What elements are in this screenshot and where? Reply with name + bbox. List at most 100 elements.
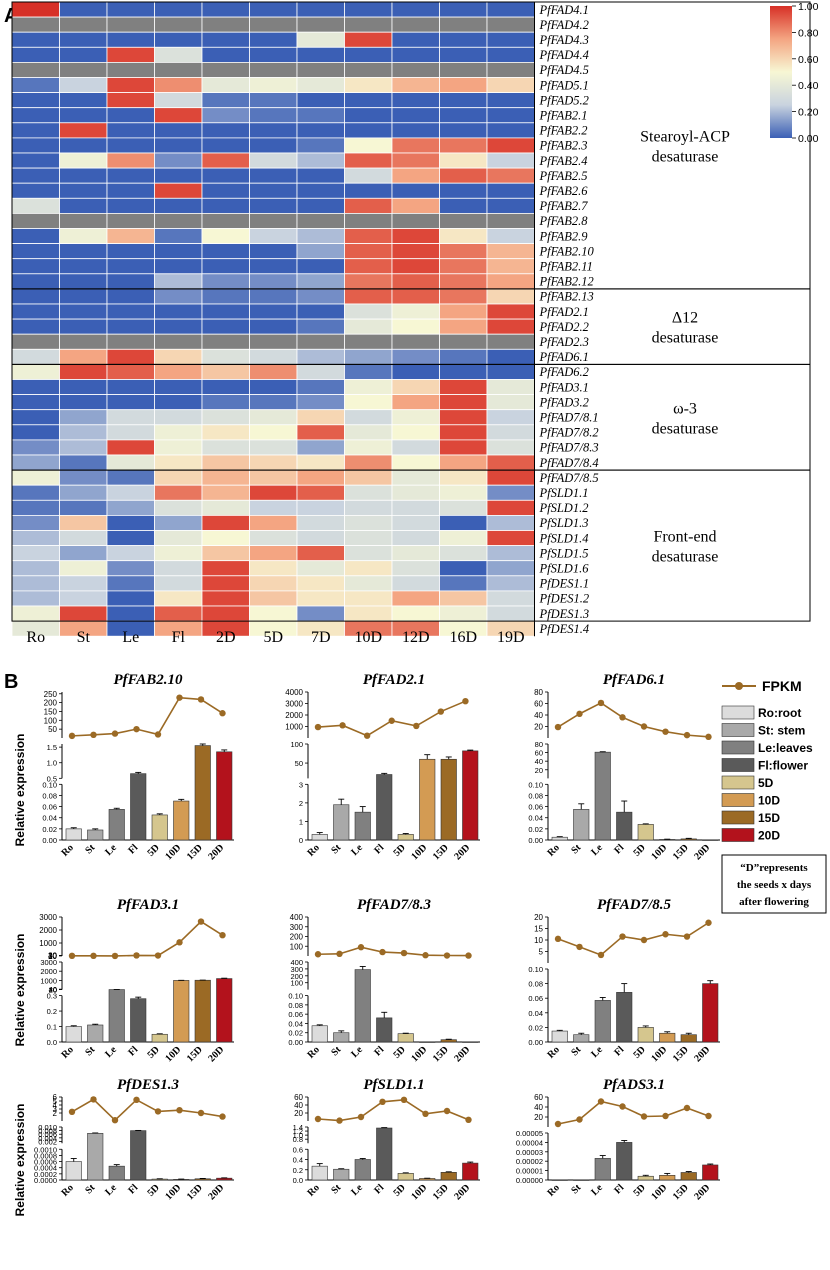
heatmap-cell (59, 92, 108, 109)
heatmap-cell (11, 363, 60, 380)
gene-label: PfFAB2.7 (539, 199, 589, 213)
fpkm-point (422, 952, 429, 959)
bar-tick-label: 0.10 (528, 780, 543, 789)
bar (194, 745, 211, 841)
heatmap-cell (439, 273, 488, 290)
gene-label: PfFAD2.2 (539, 320, 589, 334)
heatmap-cell (439, 288, 488, 305)
heatmap-cell (59, 31, 108, 48)
heatmap-cell (11, 258, 60, 275)
chart-title: PfFAD7/8.5 (597, 897, 672, 913)
heatmap-cell (344, 530, 393, 547)
bar (65, 1161, 82, 1181)
legend-swatch (721, 723, 755, 737)
gene-label: PfSLD1.6 (539, 561, 590, 575)
fpkm-point (705, 919, 712, 926)
fpkm-tick-label: 6 (53, 1093, 58, 1102)
heatmap-cell (344, 424, 393, 441)
category-label: 10D (649, 842, 669, 862)
heatmap-cell (154, 46, 203, 63)
heatmap-cell (486, 499, 535, 516)
heatmap-cell (391, 107, 440, 124)
heatmap-cell (106, 212, 155, 229)
gene-label: PfFAB2.6 (539, 184, 589, 198)
heatmap-cell (59, 288, 108, 305)
heatmap-cell (249, 77, 298, 94)
category-label: Ro (59, 1044, 75, 1060)
heatmap-cell (296, 439, 345, 456)
bar (354, 1159, 371, 1181)
fpkm-point (640, 1113, 648, 1120)
bar-tick-label: 0.00002 (516, 1157, 543, 1166)
chart-title: PfFAD2.1 (363, 672, 425, 688)
heatmap-cell (486, 318, 535, 335)
bar-tick-label: 0.02 (288, 1029, 303, 1038)
condition-label: 7D (311, 629, 331, 646)
condition-label: 16D (449, 629, 477, 646)
gene-label: PfDES1.1 (539, 577, 590, 591)
heatmap-cell (249, 605, 298, 622)
bar (87, 1024, 104, 1043)
heatmap-cell (439, 530, 488, 547)
gene-label: PfDES1.3 (539, 607, 590, 621)
bar-tick-label: 0.02 (42, 825, 57, 834)
gene-label: PfSLD1.5 (539, 546, 589, 560)
bar (130, 773, 147, 841)
bar-tick-label: 40 (535, 757, 543, 766)
heatmap-cell (344, 1, 393, 18)
category-label: 10D (409, 842, 429, 862)
group-label: desaturase (652, 330, 719, 347)
bar-tick-label: 1.5 (47, 743, 57, 752)
bar-tick-label: 0.04 (42, 814, 57, 823)
fpkm-tick-label: 4 (53, 1101, 58, 1110)
heatmap-cell (486, 484, 535, 501)
legend-swatch (721, 828, 755, 842)
fpkm-point (683, 731, 691, 739)
bar-tick-label: 0.0010 (34, 1145, 57, 1154)
heatmap-cell (391, 469, 440, 486)
heatmap-cell (486, 46, 535, 63)
bar (397, 834, 414, 841)
heatmap-cell (154, 499, 203, 516)
heatmap-cell (11, 62, 60, 78)
legend-label: 15D (758, 811, 780, 825)
heatmap-cell (106, 31, 155, 48)
bar (130, 1130, 147, 1181)
bar (462, 1162, 479, 1181)
fpkm-point (619, 1103, 626, 1110)
bar-tick-label: 40 (49, 985, 57, 994)
legend-label: 10D (758, 794, 780, 808)
heatmap-cell (391, 182, 440, 199)
heatmap-cell (154, 379, 203, 396)
bar-tick-label: 20 (535, 766, 543, 775)
heatmap-cell (201, 62, 250, 78)
fpkm-point (111, 952, 119, 960)
heatmap-cell (11, 122, 60, 139)
legend-line-marker (735, 682, 743, 690)
heatmap-cell (249, 530, 298, 547)
gene-label: PfSLD1.2 (539, 501, 589, 515)
heatmap-cell (344, 122, 393, 139)
bar (376, 1127, 393, 1181)
bar (130, 998, 147, 1043)
fpkm-point (197, 918, 205, 925)
heatmap-cell (154, 545, 203, 562)
group-label: desaturase (652, 420, 719, 437)
heatmap-cell (391, 545, 440, 562)
heatmap-cell (154, 16, 203, 33)
heatmap-cell (439, 590, 488, 607)
bar (397, 1173, 414, 1181)
bar-tick-label: 0.10 (528, 965, 543, 974)
legend-note-box (721, 854, 827, 914)
bar-tick-label: 0.02 (528, 825, 543, 834)
bar-tick-label: 0.08 (288, 1001, 303, 1010)
heatmap-cell (296, 197, 345, 214)
category-label: Fl (372, 1044, 386, 1058)
heatmap-cell (11, 545, 60, 562)
fpkm-point (554, 1120, 562, 1128)
heatmap-cell (344, 288, 393, 305)
heatmap-cell (486, 258, 535, 275)
category-label: 20D (452, 1044, 472, 1064)
fpkm-point (176, 694, 183, 701)
group-label: desaturase (652, 549, 719, 566)
